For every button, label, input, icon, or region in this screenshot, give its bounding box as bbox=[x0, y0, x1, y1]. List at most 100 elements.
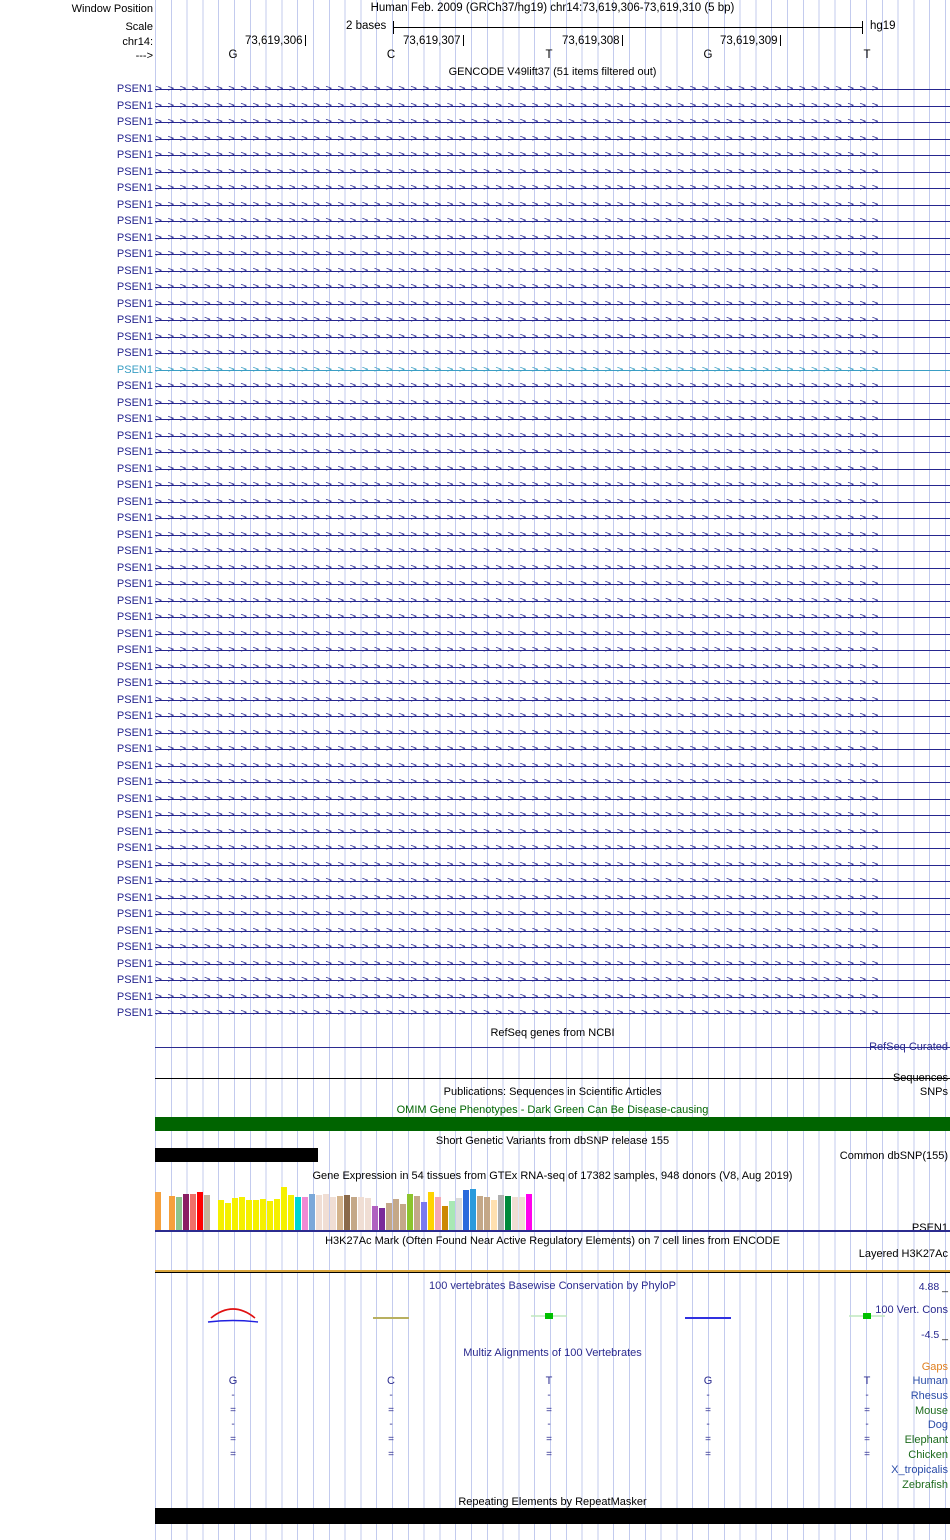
species-label[interactable]: Dog bbox=[927, 1419, 948, 1432]
gencode-gene-row[interactable]: >>>>>>>>>>>>>>>>>>>>>>>>>>>>>>>>>>>>>>>>… bbox=[155, 183, 950, 194]
gtex-expression-chart[interactable] bbox=[155, 1186, 950, 1232]
gencode-gene-row[interactable]: >>>>>>>>>>>>>>>>>>>>>>>>>>>>>>>>>>>>>>>>… bbox=[155, 266, 950, 277]
gencode-gene-label[interactable]: PSEN1 bbox=[116, 858, 153, 871]
gtex-tissue-bar[interactable] bbox=[400, 1204, 406, 1230]
gtex-tissue-bar[interactable] bbox=[302, 1197, 308, 1230]
gencode-gene-label[interactable]: PSEN1 bbox=[116, 462, 153, 475]
gencode-gene-label[interactable]: PSEN1 bbox=[116, 446, 153, 458]
gencode-gene-row[interactable]: >>>>>>>>>>>>>>>>>>>>>>>>>>>>>>>>>>>>>>>>… bbox=[155, 777, 950, 788]
gencode-gene-label[interactable]: PSEN1 bbox=[116, 924, 153, 937]
gencode-gene-label[interactable]: PSEN1 bbox=[116, 330, 153, 343]
species-alignment-row[interactable] bbox=[155, 1464, 950, 1476]
gencode-gene-row[interactable]: >>>>>>>>>>>>>>>>>>>>>>>>>>>>>>>>>>>>>>>>… bbox=[155, 761, 950, 772]
gencode-gene-label[interactable]: PSEN1 bbox=[116, 495, 153, 508]
gencode-gene-label[interactable]: PSEN1 bbox=[116, 264, 153, 277]
gencode-gene-label[interactable]: PSEN1 bbox=[116, 528, 153, 541]
gtex-tissue-bar[interactable] bbox=[477, 1196, 483, 1230]
gtex-tissue-bar[interactable] bbox=[197, 1192, 203, 1230]
gencode-gene-label[interactable]: PSEN1 bbox=[116, 281, 153, 293]
gencode-gene-row[interactable]: >>>>>>>>>>>>>>>>>>>>>>>>>>>>>>>>>>>>>>>>… bbox=[155, 662, 950, 673]
gencode-gene-row[interactable]: >>>>>>>>>>>>>>>>>>>>>>>>>>>>>>>>>>>>>>>>… bbox=[155, 249, 950, 260]
gencode-gene-row[interactable]: >>>>>>>>>>>>>>>>>>>>>>>>>>>>>>>>>>>>>>>>… bbox=[155, 827, 950, 838]
gtex-tissue-bar[interactable] bbox=[526, 1194, 532, 1230]
gencode-gene-label[interactable]: PSEN1 bbox=[116, 512, 153, 524]
gencode-gene-label[interactable]: PSEN1 bbox=[116, 215, 153, 227]
layered-h3k27ac-label[interactable]: Layered H3K27Ac bbox=[858, 1248, 948, 1260]
gencode-gene-label[interactable]: PSEN1 bbox=[116, 710, 153, 722]
gtex-tissue-bar[interactable] bbox=[190, 1194, 196, 1230]
gtex-tissue-bar[interactable] bbox=[183, 1194, 189, 1230]
gencode-gene-label[interactable]: PSEN1 bbox=[116, 743, 153, 755]
gencode-gene-label[interactable]: PSEN1 bbox=[116, 545, 153, 557]
gencode-gene-label[interactable]: PSEN1 bbox=[116, 759, 153, 772]
gtex-tissue-bar[interactable] bbox=[225, 1203, 231, 1230]
gencode-gene-row[interactable]: >>>>>>>>>>>>>>>>>>>>>>>>>>>>>>>>>>>>>>>>… bbox=[155, 728, 950, 739]
gencode-gene-label[interactable]: PSEN1 bbox=[116, 908, 153, 920]
gencode-gene-row[interactable]: >>>>>>>>>>>>>>>>>>>>>>>>>>>>>>>>>>>>>>>>… bbox=[155, 876, 950, 887]
gencode-gene-label[interactable]: PSEN1 bbox=[116, 297, 153, 310]
species-label[interactable]: Elephant bbox=[904, 1434, 948, 1447]
gtex-tissue-bar[interactable] bbox=[498, 1195, 504, 1230]
gencode-gene-row[interactable]: >>>>>>>>>>>>>>>>>>>>>>>>>>>>>>>>>>>>>>>>… bbox=[155, 530, 950, 541]
gtex-tissue-bar[interactable] bbox=[358, 1197, 364, 1230]
gtex-tissue-bar[interactable] bbox=[512, 1197, 518, 1230]
gtex-tissue-bar[interactable] bbox=[260, 1199, 266, 1230]
gtex-tissue-bar[interactable] bbox=[344, 1195, 350, 1230]
gtex-tissue-bar[interactable] bbox=[155, 1192, 161, 1230]
gencode-gene-label[interactable]: PSEN1 bbox=[116, 380, 153, 392]
gencode-gene-row[interactable]: >>>>>>>>>>>>>>>>>>>>>>>>>>>>>>>>>>>>>>>>… bbox=[155, 381, 950, 392]
gencode-gene-row[interactable]: >>>>>>>>>>>>>>>>>>>>>>>>>>>>>>>>>>>>>>>>… bbox=[155, 942, 950, 953]
gencode-gene-row[interactable]: >>>>>>>>>>>>>>>>>>>>>>>>>>>>>>>>>>>>>>>>… bbox=[155, 744, 950, 755]
gencode-gene-row[interactable]: >>>>>>>>>>>>>>>>>>>>>>>>>>>>>>>>>>>>>>>>… bbox=[155, 365, 950, 376]
gencode-gene-row[interactable]: >>>>>>>>>>>>>>>>>>>>>>>>>>>>>>>>>>>>>>>>… bbox=[155, 134, 950, 145]
gencode-gene-label[interactable]: PSEN1 bbox=[116, 660, 153, 673]
gtex-tissue-bar[interactable] bbox=[372, 1206, 378, 1230]
gencode-gene-label[interactable]: PSEN1 bbox=[116, 479, 153, 491]
gencode-gene-label[interactable]: PSEN1 bbox=[116, 561, 153, 574]
species-alignment-row[interactable]: = = = = = bbox=[155, 1434, 950, 1446]
gencode-gene-row[interactable]: >>>>>>>>>>>>>>>>>>>>>>>>>>>>>>>>>>>>>>>>… bbox=[155, 794, 950, 805]
species-label[interactable]: X_tropicalis bbox=[891, 1463, 948, 1476]
gtex-tissue-bar[interactable] bbox=[309, 1194, 315, 1230]
gtex-tissue-bar[interactable] bbox=[330, 1197, 336, 1230]
gencode-gene-row[interactable]: >>>>>>>>>>>>>>>>>>>>>>>>>>>>>>>>>>>>>>>>… bbox=[155, 975, 950, 986]
gencode-gene-label[interactable]: PSEN1 bbox=[116, 809, 153, 821]
gtex-tissue-bar[interactable] bbox=[204, 1195, 210, 1230]
gencode-gene-row[interactable]: >>>>>>>>>>>>>>>>>>>>>>>>>>>>>>>>>>>>>>>>… bbox=[155, 315, 950, 326]
gtex-tissue-bar[interactable] bbox=[442, 1206, 448, 1230]
gencode-gene-row[interactable]: >>>>>>>>>>>>>>>>>>>>>>>>>>>>>>>>>>>>>>>>… bbox=[155, 447, 950, 458]
gencode-gene-row[interactable]: >>>>>>>>>>>>>>>>>>>>>>>>>>>>>>>>>>>>>>>>… bbox=[155, 513, 950, 524]
gtex-tissue-bar[interactable] bbox=[351, 1197, 357, 1230]
gencode-gene-label[interactable]: PSEN1 bbox=[116, 231, 153, 244]
gencode-gene-label[interactable]: PSEN1 bbox=[116, 677, 153, 689]
gencode-gene-label[interactable]: PSEN1 bbox=[116, 990, 153, 1003]
gencode-gene-label[interactable]: PSEN1 bbox=[116, 248, 153, 260]
gtex-tissue-bar[interactable] bbox=[239, 1197, 245, 1230]
gencode-gene-label[interactable]: PSEN1 bbox=[116, 776, 153, 788]
gencode-gene-row[interactable]: >>>>>>>>>>>>>>>>>>>>>>>>>>>>>>>>>>>>>>>>… bbox=[155, 579, 950, 590]
gtex-tissue-bar[interactable] bbox=[323, 1194, 329, 1230]
gencode-gene-label[interactable]: PSEN1 bbox=[116, 83, 153, 95]
gtex-tissue-bar[interactable] bbox=[379, 1208, 385, 1230]
gencode-gene-label[interactable]: PSEN1 bbox=[116, 611, 153, 623]
gencode-gene-label[interactable]: PSEN1 bbox=[116, 644, 153, 656]
gtex-tissue-bar[interactable] bbox=[470, 1189, 476, 1230]
species-label[interactable]: Human bbox=[912, 1375, 948, 1387]
gencode-gene-row[interactable]: >>>>>>>>>>>>>>>>>>>>>>>>>>>>>>>>>>>>>>>>… bbox=[155, 810, 950, 821]
gtex-tissue-bar[interactable] bbox=[316, 1195, 322, 1230]
species-alignment-row[interactable] bbox=[155, 1479, 950, 1491]
gencode-gene-row[interactable]: >>>>>>>>>>>>>>>>>>>>>>>>>>>>>>>>>>>>>>>>… bbox=[155, 695, 950, 706]
gtex-tissue-bar[interactable] bbox=[288, 1195, 294, 1230]
gtex-tissue-bar[interactable] bbox=[386, 1203, 392, 1230]
gtex-tissue-bar[interactable] bbox=[393, 1199, 399, 1230]
gencode-gene-label[interactable]: PSEN1 bbox=[116, 182, 153, 194]
gencode-gene-label[interactable]: PSEN1 bbox=[116, 825, 153, 838]
gtex-tissue-bar[interactable] bbox=[337, 1196, 343, 1230]
species-label[interactable]: Mouse bbox=[914, 1404, 948, 1417]
gtex-tissue-bar[interactable] bbox=[505, 1196, 511, 1230]
conservation-plot[interactable] bbox=[155, 1285, 950, 1340]
gtex-tissue-bar[interactable] bbox=[414, 1196, 420, 1230]
gencode-gene-label[interactable]: PSEN1 bbox=[116, 693, 153, 706]
gtex-tissue-bar[interactable] bbox=[281, 1187, 287, 1230]
